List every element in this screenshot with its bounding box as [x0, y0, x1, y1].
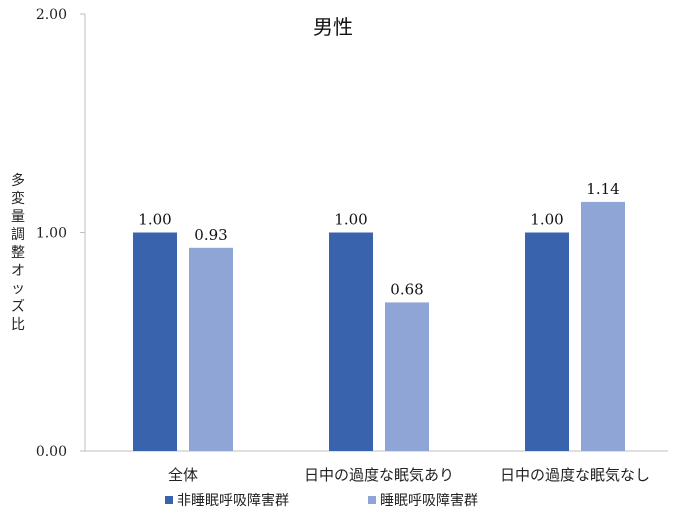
bar-series2-3 — [581, 201, 625, 451]
data-label: 0.68 — [390, 280, 423, 298]
data-label: 1.14 — [586, 180, 619, 198]
data-label: 1.00 — [334, 211, 367, 229]
bar-series1-1 — [133, 232, 177, 451]
y-tick-label: 2.00 — [36, 7, 67, 23]
bar-series2-2 — [385, 302, 429, 451]
x-tick-label: 日中の過度な眠気あり — [304, 466, 454, 484]
bar-series1-3 — [525, 232, 569, 451]
x-tick-label: 全体 — [168, 466, 198, 484]
data-label: 1.00 — [138, 211, 171, 229]
bar-series2-1 — [189, 247, 233, 451]
legend-label: 非睡眠呼吸障害群 — [177, 493, 289, 509]
legend-label: 睡眠呼吸障害群 — [380, 493, 478, 509]
legend-swatch — [165, 496, 173, 504]
data-label: 0.93 — [194, 226, 227, 244]
chart-title: 男性 — [313, 15, 353, 39]
y-tick-label: 0.00 — [36, 444, 67, 460]
data-label: 1.00 — [530, 211, 563, 229]
x-tick-label: 日中の過度な眠気なし — [500, 466, 650, 484]
y-tick-label: 1.00 — [36, 226, 67, 242]
legend-swatch — [368, 496, 376, 504]
bar-series1-2 — [329, 232, 373, 451]
y-axis-label: 多変量調整オッズ比 — [11, 173, 25, 333]
